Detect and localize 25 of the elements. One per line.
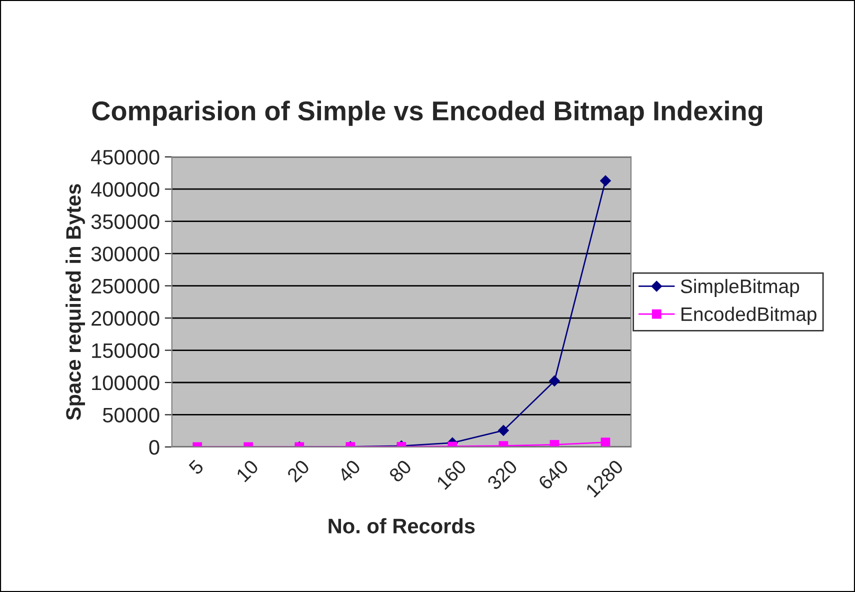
point	[600, 175, 611, 186]
chart-title: Comparision of Simple vs Encoded Bitmap Indexing	[92, 100, 762, 126]
legend-label: SimpleBitmap	[680, 278, 800, 298]
x-tick-label: 320	[486, 458, 518, 491]
y-tick-label: 450000	[91, 150, 160, 165]
x-tick-label: 5	[188, 459, 204, 476]
y-tick-label: 50000	[102, 408, 160, 422]
y-tick-label: 200000	[92, 311, 160, 326]
y-tick-label: 0	[149, 440, 160, 455]
y-tick-label: 300000	[91, 246, 160, 262]
x-tick-label: 160	[436, 458, 468, 490]
y-axis-title: Space required in Bytes	[66, 184, 85, 420]
legend-label: EncodedBitmap	[682, 306, 816, 325]
point	[550, 440, 560, 447]
x-tick-label: 640	[538, 458, 570, 490]
y-tick-label: 350000	[91, 214, 160, 230]
x-tick-label: 10	[236, 458, 260, 482]
x-axis-title: No. of Records	[328, 518, 475, 534]
y-tick-label: 250000	[92, 278, 160, 294]
y-tick-label: 400000	[91, 182, 160, 197]
x-tick-label: 80	[388, 458, 412, 483]
y-tick-label: 150000	[92, 343, 160, 358]
x-tick-label: 20	[286, 458, 310, 483]
x-tick-label: 40	[337, 458, 362, 484]
y-tick-label: 100000	[92, 376, 160, 390]
